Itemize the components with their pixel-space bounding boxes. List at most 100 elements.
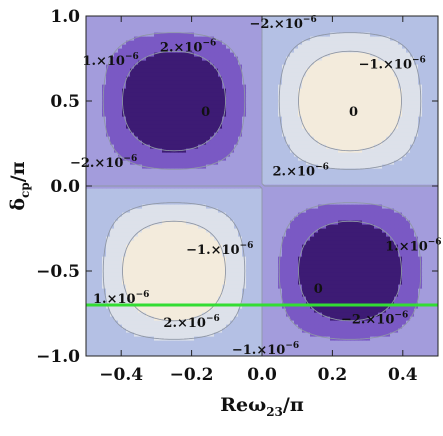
contour-cell [390,324,395,329]
contour-cell [194,328,199,333]
contour-cell [218,296,223,301]
contour-cell [266,280,271,285]
contour-cell [242,212,247,217]
contour-cell [314,292,319,297]
contour-cell [162,320,167,325]
contour-cell [202,168,207,173]
contour-cell [398,196,403,201]
contour-cell [210,156,215,161]
contour-cell [290,344,295,349]
contour-cell [154,188,159,193]
contour-cell [382,160,387,165]
contour-cell [266,140,271,145]
contour-cell [330,220,335,225]
contour-cell [422,316,427,321]
contour-cell [338,204,343,209]
contour-cell [318,276,323,281]
contour-cell [410,164,415,169]
contour-cell [202,320,207,325]
contour-cell [166,164,171,169]
contour-cell [254,148,259,153]
contour-cell [402,272,407,277]
contour-cell [374,156,379,161]
contour-cell [330,300,335,305]
contour-cell [422,332,427,337]
contour-cell [378,336,383,341]
contour-cell [414,332,419,337]
contour-cell [398,236,403,241]
contour-cell [298,276,303,281]
contour-cell [378,288,383,293]
contour-cell [378,260,383,265]
contour-cell [162,296,167,301]
contour-cell [370,292,375,297]
contour-cell [282,140,287,145]
contour-cell [214,200,219,205]
contour-cell [250,248,255,253]
contour-cell [126,240,131,245]
contour-cell [254,128,259,133]
contour-cell [290,316,295,321]
contour-cell [218,128,223,133]
contour-cell [106,192,111,197]
contour-cell [190,228,195,233]
contour-cell [210,168,215,173]
contour-cell [422,340,427,345]
contour-cell [178,340,183,345]
contour-cell [434,296,438,301]
contour-cell [302,316,307,321]
contour-cell [226,128,231,133]
contour-cell [326,200,331,205]
contour-cell [398,300,403,305]
contour-cell [178,324,183,329]
contour-cell [90,292,95,297]
contour-cell [230,136,235,141]
contour-cell [154,196,159,201]
contour-cell [274,152,279,157]
contour-cell [154,180,159,185]
contour-cell [366,240,371,245]
contour-cell [294,144,299,149]
contour-cell [154,200,159,205]
contour-cell [198,288,203,293]
contour-cell [138,328,143,333]
contour-cell [122,240,127,245]
contour-cell [334,300,339,305]
contour-cell [114,232,119,237]
contour-cell [206,332,211,337]
contour-cell [198,136,203,141]
contour-cell [350,212,355,217]
contour-cell [222,248,227,253]
contour-cell [398,188,403,193]
contour-cell [422,132,427,137]
contour-cell [226,344,231,349]
contour-cell [270,232,275,237]
contour-cell [342,312,347,317]
contour-cell [334,164,339,169]
contour-cell [254,320,259,325]
contour-cell [310,192,315,197]
contour-cell [418,156,423,161]
contour-cell [342,276,347,281]
contour-cell [238,208,243,213]
contour-cell [322,192,327,197]
contour-cell [418,144,423,149]
contour-cell [98,276,103,281]
contour-cell [386,340,391,345]
contour-cell [274,344,279,349]
contour-cell [394,188,399,193]
contour-cell [110,296,115,301]
contour-cell [250,144,255,149]
contour-cell [210,160,215,165]
contour-cell [158,272,163,277]
contour-cell [334,332,339,337]
contour-cell [410,212,415,217]
contour-cell [118,236,123,241]
contour-cell [218,324,223,329]
contour-cell [90,276,95,281]
contour-cell [382,212,387,217]
contour-cell [222,204,227,209]
contour-cell [390,204,395,209]
contour-cell [114,208,119,213]
contour-cell [110,276,115,281]
